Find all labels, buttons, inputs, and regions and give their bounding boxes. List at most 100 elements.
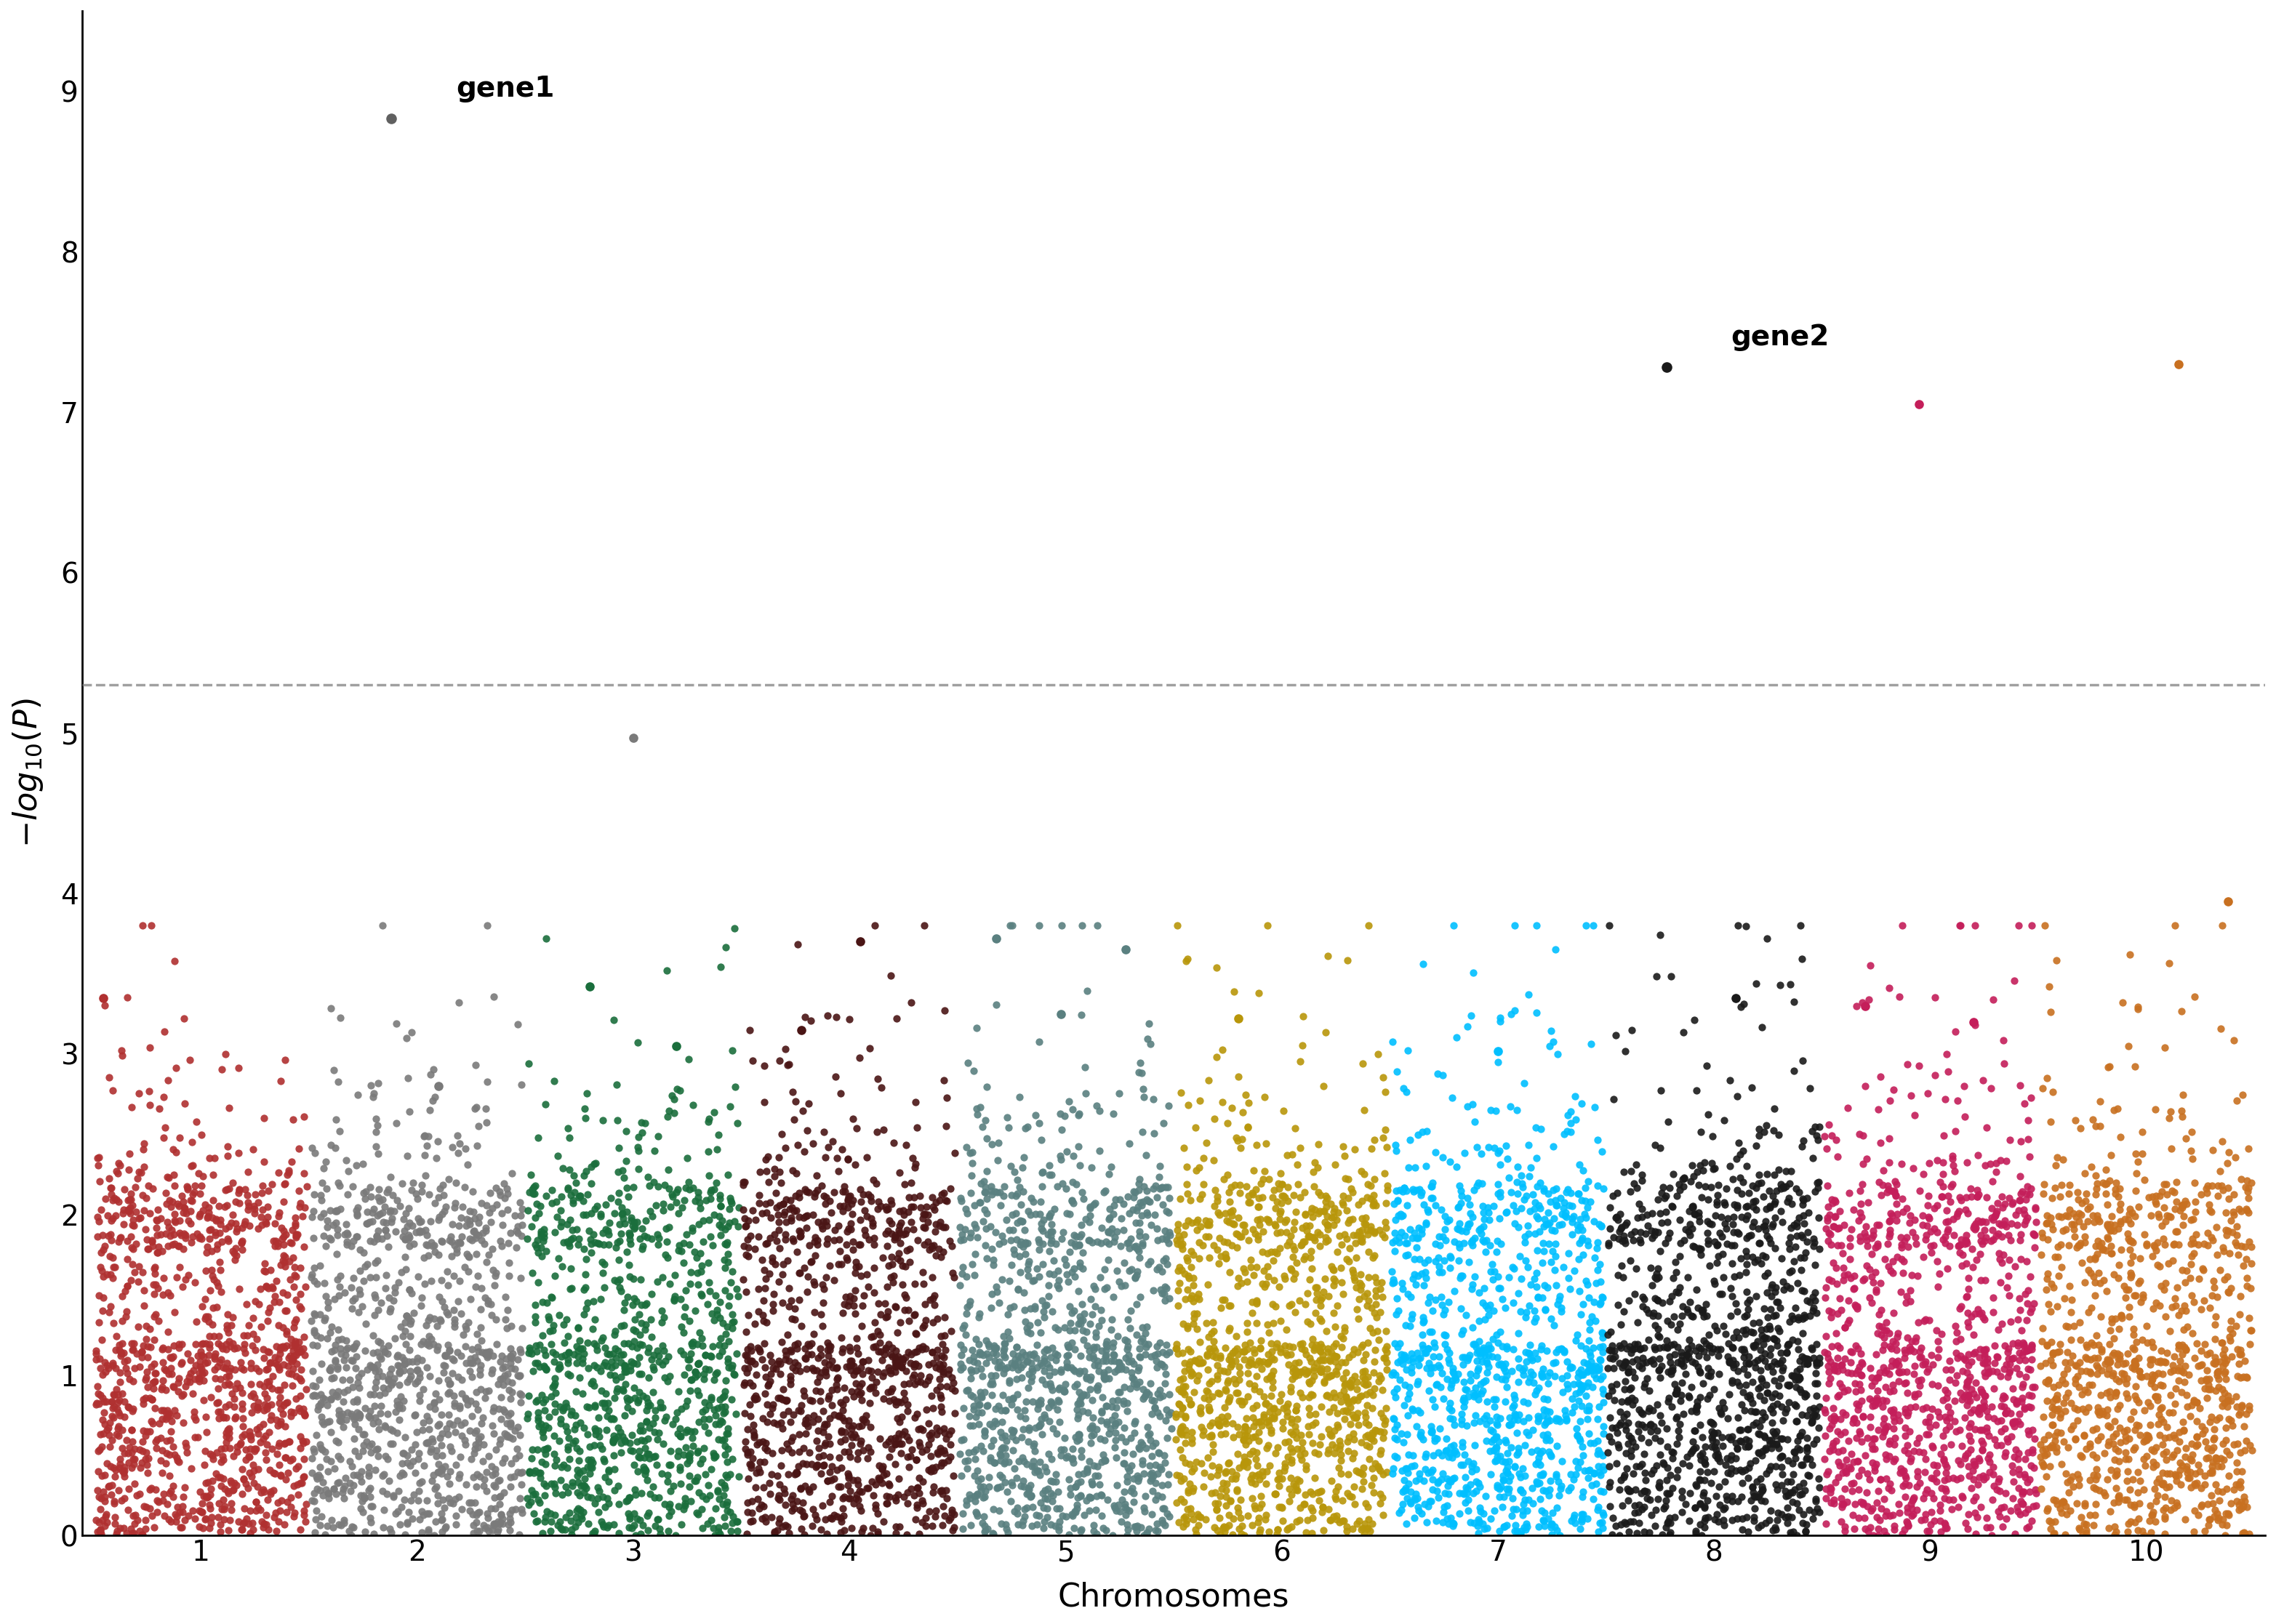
Point xyxy=(854,1205,890,1231)
Point xyxy=(824,1299,860,1325)
Point xyxy=(1224,1392,1261,1418)
Point xyxy=(1199,1236,1236,1262)
Point xyxy=(1218,1338,1254,1364)
Point xyxy=(2108,1350,2144,1376)
Point xyxy=(1111,1306,1147,1332)
Point xyxy=(1848,1252,1885,1278)
Point xyxy=(753,1246,790,1272)
Point xyxy=(1138,1257,1174,1283)
Point xyxy=(282,1338,319,1364)
Point xyxy=(2014,1337,2051,1363)
Point xyxy=(1036,1262,1072,1288)
Point xyxy=(2158,1390,2194,1416)
Point xyxy=(995,1471,1031,1497)
Point xyxy=(1026,1358,1063,1384)
Point xyxy=(612,1504,649,1530)
Point xyxy=(1081,1372,1118,1398)
Point xyxy=(391,1453,428,1479)
Point xyxy=(1652,1311,1689,1337)
Point xyxy=(96,1254,132,1280)
Point xyxy=(2014,1418,2051,1444)
Point xyxy=(410,1488,446,1514)
Point xyxy=(728,1337,765,1363)
Point xyxy=(979,926,1015,952)
Point xyxy=(519,1239,555,1265)
Point xyxy=(1354,1421,1391,1447)
Point xyxy=(599,1160,635,1186)
Point xyxy=(1659,1335,1696,1361)
Point xyxy=(2126,1427,2162,1453)
Point xyxy=(1529,1405,1566,1431)
Point xyxy=(1919,1220,1955,1246)
Point xyxy=(608,1488,644,1514)
Point xyxy=(1800,1114,1837,1140)
Point xyxy=(1384,1179,1420,1205)
Point xyxy=(1691,1186,1727,1212)
Point xyxy=(592,1184,628,1210)
Point xyxy=(549,1228,585,1254)
Point xyxy=(1170,1387,1206,1413)
Point xyxy=(1982,1494,2019,1520)
Point xyxy=(867,1432,904,1458)
Point xyxy=(1108,1328,1145,1354)
Point xyxy=(2089,1213,2126,1239)
Point xyxy=(1033,1335,1070,1361)
Point xyxy=(897,1270,933,1296)
Point xyxy=(1960,1181,1996,1207)
Point xyxy=(2001,1187,2037,1213)
Point xyxy=(869,1233,906,1259)
Point xyxy=(1304,1517,1341,1543)
Point xyxy=(819,1457,856,1483)
Point xyxy=(956,1057,992,1083)
Point xyxy=(678,1359,715,1385)
Point xyxy=(360,1340,396,1366)
Point xyxy=(1500,1096,1536,1122)
Point xyxy=(1725,1379,1762,1405)
Point xyxy=(1008,1315,1045,1341)
Point xyxy=(77,1341,114,1367)
Point xyxy=(519,1509,555,1535)
Point xyxy=(1668,1341,1705,1367)
Point xyxy=(1857,1234,1894,1260)
Point xyxy=(922,1213,958,1239)
Point xyxy=(605,1298,642,1324)
Point xyxy=(847,1223,883,1249)
Point xyxy=(1473,1439,1509,1465)
Point xyxy=(325,1507,362,1533)
Point xyxy=(1411,1488,1448,1514)
Point xyxy=(1061,1462,1097,1488)
Point xyxy=(1768,1510,1805,1536)
Point xyxy=(1532,1483,1568,1509)
Point xyxy=(2230,1200,2267,1226)
Point xyxy=(1052,1481,1088,1507)
Point xyxy=(2171,1445,2208,1471)
Point xyxy=(933,1418,970,1444)
Point xyxy=(1026,1484,1063,1510)
Point xyxy=(1327,1371,1363,1397)
Point xyxy=(1072,1228,1108,1254)
Point xyxy=(826,1194,863,1220)
Point xyxy=(1468,1411,1504,1437)
Point xyxy=(1664,1369,1700,1395)
Point xyxy=(544,1210,580,1236)
Point xyxy=(1973,1228,2010,1254)
Point xyxy=(446,1254,483,1280)
Point xyxy=(1796,1499,1832,1525)
Point xyxy=(232,1520,269,1546)
Point xyxy=(1281,1363,1318,1389)
Point xyxy=(294,1262,330,1288)
Point xyxy=(1049,1343,1086,1369)
Point xyxy=(1195,1439,1231,1465)
Point xyxy=(1928,1385,1964,1411)
Point xyxy=(801,1364,838,1390)
Point xyxy=(2012,1181,2048,1207)
Point xyxy=(1277,1413,1313,1439)
Point xyxy=(1138,1429,1174,1455)
Point xyxy=(1668,1346,1705,1372)
Point xyxy=(1058,1470,1095,1496)
Point xyxy=(1734,1173,1771,1199)
Point xyxy=(1712,1302,1748,1328)
Point xyxy=(2058,1371,2094,1397)
Point xyxy=(1721,1489,1757,1515)
Point xyxy=(690,1109,726,1135)
